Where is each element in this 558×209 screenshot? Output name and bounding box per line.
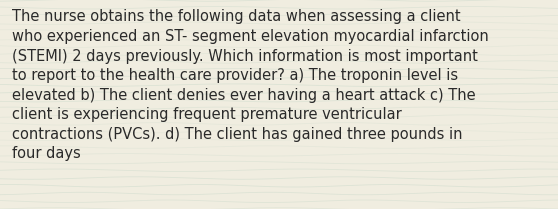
Text: The nurse obtains the following data when assessing a client
who experienced an : The nurse obtains the following data whe… [12,9,489,161]
